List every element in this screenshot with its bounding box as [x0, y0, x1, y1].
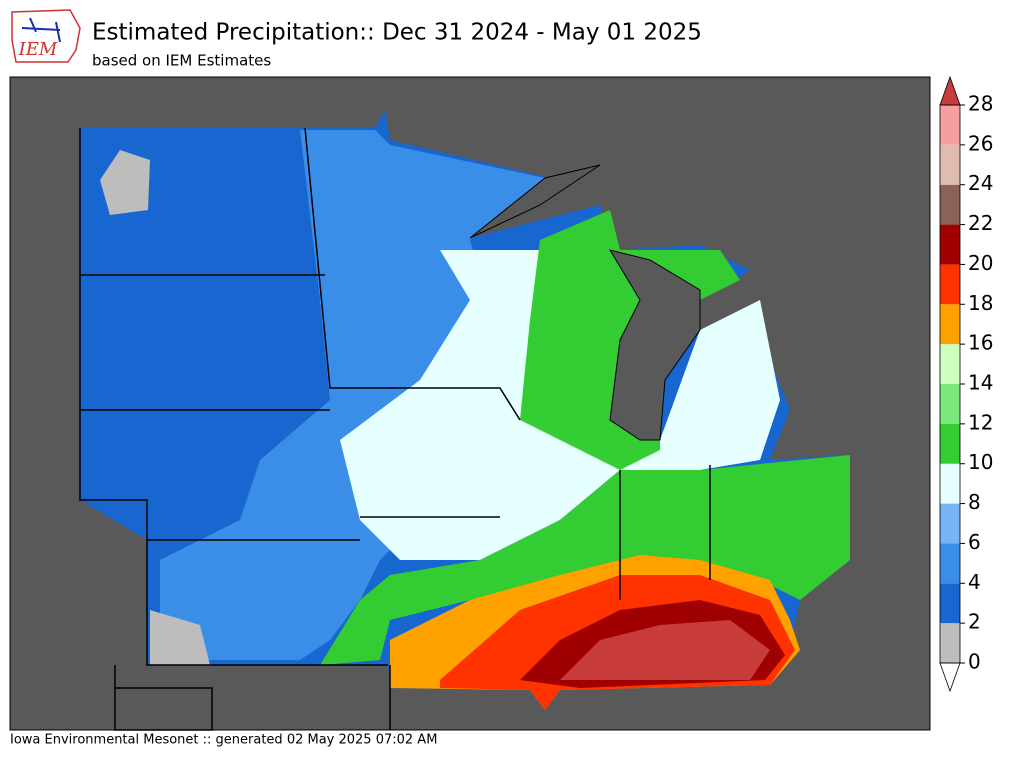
- tick-label: 14: [968, 371, 993, 395]
- map: [9, 76, 931, 731]
- color-segment: [940, 423, 960, 464]
- color-segment: [940, 384, 960, 424]
- tick-label: 8: [968, 490, 981, 514]
- color-segment: [940, 623, 960, 663]
- color-segment: [940, 463, 960, 504]
- tick-label: 12: [968, 410, 993, 434]
- color-segment: [940, 105, 960, 145]
- tick-label: 24: [968, 171, 993, 195]
- region-gray: [100, 150, 210, 665]
- color-segment: [940, 144, 960, 185]
- logo-icon: [21, 17, 61, 43]
- tick-label: 6: [968, 530, 981, 554]
- tick-label: 28: [968, 92, 993, 116]
- tick-label: 22: [968, 211, 993, 235]
- tick-label: 26: [968, 131, 993, 155]
- tick-label: 20: [968, 251, 993, 275]
- title: Estimated Precipitation:: Dec 31 2024 - …: [92, 20, 702, 46]
- lakes: [469, 164, 701, 441]
- color-segment: [940, 264, 960, 305]
- color-segment: [940, 304, 960, 345]
- color-segment: [940, 543, 960, 584]
- color-segment: [940, 224, 960, 265]
- region-green: [320, 210, 850, 665]
- logo: IEM: [11, 9, 81, 63]
- tick-label: 4: [968, 570, 981, 594]
- footer: Iowa Environmental Mesonet :: generated …: [10, 733, 437, 748]
- region-max: [560, 620, 770, 680]
- tick-label: 18: [968, 291, 993, 315]
- over-arrow: [939, 75, 961, 106]
- logo-text: IEM: [18, 39, 58, 60]
- under-arrow: [939, 662, 961, 693]
- tick-label: 10: [968, 450, 993, 474]
- tick-label: 16: [968, 331, 993, 355]
- tick-label: 0: [968, 650, 981, 674]
- state-borders: [79, 127, 711, 731]
- tick-label: 2: [968, 610, 981, 634]
- color-segment: [940, 503, 960, 544]
- logo-outline: [11, 9, 81, 63]
- subtitle: based on IEM Estimates: [92, 52, 271, 70]
- color-segment: [940, 583, 960, 624]
- color-segment: [940, 184, 960, 225]
- color-segment: [940, 344, 960, 384]
